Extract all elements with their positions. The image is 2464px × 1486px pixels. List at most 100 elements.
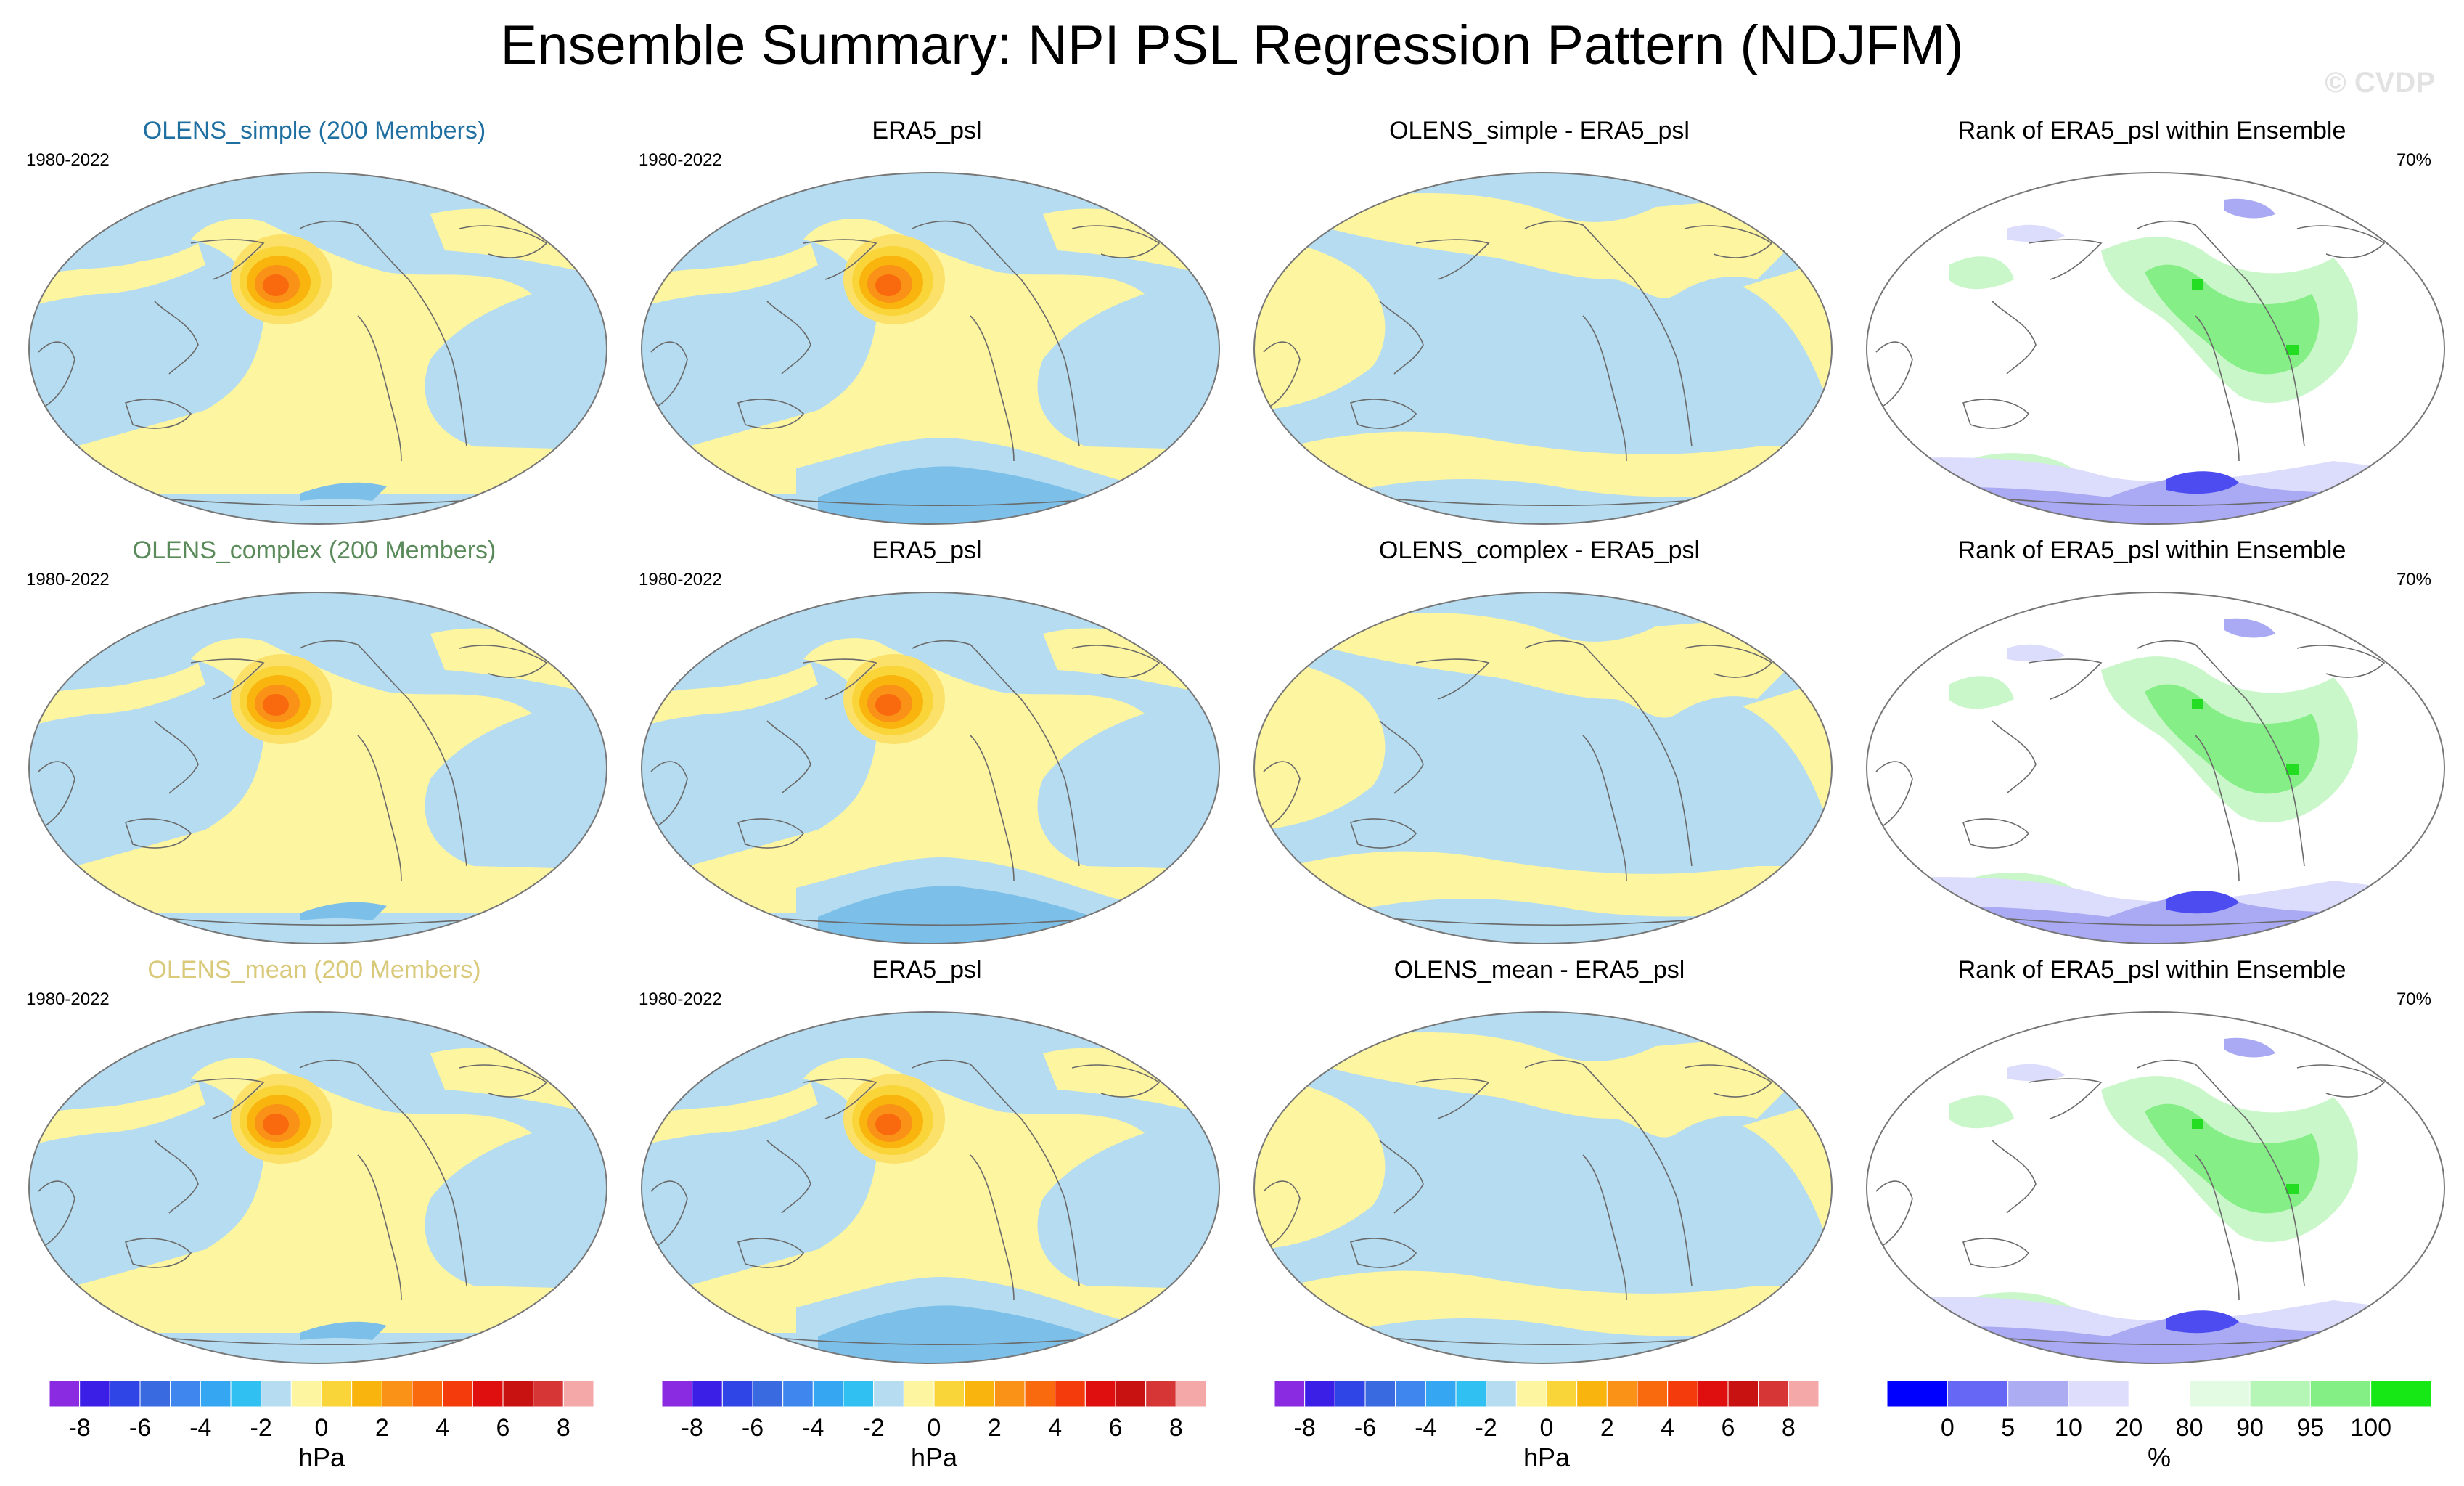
robinson-map	[641, 1011, 1220, 1364]
colorbar-tick-label: 2	[375, 1414, 389, 1442]
colorbar-swatch	[2007, 1380, 2069, 1408]
colorbar-unit: hPa	[1523, 1442, 1571, 1472]
anomaly-contour	[875, 694, 901, 716]
anomaly-contour	[263, 1114, 289, 1135]
map-panel: OLENS_simple - ERA5_psl	[1238, 116, 1841, 525]
colorbar-swatch	[721, 1380, 753, 1408]
colorbar-swatch	[562, 1380, 594, 1408]
colorbar-tick-label: 4	[1048, 1414, 1062, 1442]
map-outline	[641, 1011, 1220, 1364]
panel-title: OLENS_mean (200 Members)	[147, 956, 481, 984]
colorbar-swatch	[1304, 1380, 1335, 1408]
rank-10-20	[2007, 224, 2065, 242]
coastline	[803, 239, 877, 280]
panel-title: Rank of ERA5_psl within Ensemble	[1957, 956, 2346, 984]
negative-contour	[300, 1321, 387, 1340]
colorbar-swatch	[79, 1380, 110, 1408]
coastline	[2296, 645, 2386, 678]
percent-label: 70%	[2396, 150, 2431, 170]
coastline	[1582, 735, 1627, 881]
percent-label: 70%	[2396, 570, 2431, 589]
map-panel: ERA5_psl 1980-2022	[626, 116, 1228, 525]
coastline	[737, 818, 805, 849]
rank-10-20	[2007, 1064, 2065, 1082]
colorbar-swatch	[1084, 1380, 1116, 1408]
colorbar-tick-label: 100	[2350, 1414, 2391, 1442]
coastline	[650, 761, 688, 830]
colorbar-tick-label: 0	[1540, 1414, 1554, 1442]
colorbar-swatch	[903, 1380, 935, 1408]
colorbar-swatch	[1425, 1380, 1457, 1408]
map-panel: Rank of ERA5_psl within Ensemble 70%	[1851, 116, 2453, 525]
colorbar-tick-label: 0	[928, 1414, 941, 1442]
colorbar-swatch	[2309, 1380, 2372, 1408]
colorbar-swatch	[139, 1380, 171, 1408]
colorbar-swatch	[752, 1380, 784, 1408]
positive-field	[1743, 258, 1832, 388]
coastline	[912, 640, 1080, 867]
rank-5-10	[2224, 618, 2275, 638]
coastline	[970, 735, 1015, 881]
rank-90-95	[1949, 676, 2014, 709]
coastline	[2137, 640, 2305, 867]
colorbar-swatch	[994, 1380, 1026, 1408]
colorbar-tick-label: 4	[1661, 1414, 1674, 1442]
colorbar-swatch	[843, 1380, 875, 1408]
coastline	[766, 301, 811, 375]
positive-field	[642, 1082, 818, 1148]
coastline	[1524, 220, 1693, 447]
coastline	[190, 1078, 265, 1119]
map-panel: Rank of ERA5_psl within Ensemble 70%	[1851, 536, 2453, 944]
map-outline	[1866, 172, 2445, 525]
coastline	[154, 301, 199, 375]
rank-95-100	[2145, 684, 2320, 794]
coastline	[1379, 720, 1424, 794]
coastline	[1071, 645, 1161, 678]
colorbar-swatch	[230, 1380, 262, 1408]
coastline	[912, 1059, 1080, 1286]
colorbar-swatch	[1788, 1380, 1820, 1408]
colorbar-swatch	[1576, 1380, 1608, 1408]
map-panel: OLENS_complex (200 Members) 1980-2022	[13, 536, 615, 944]
coastline	[459, 1064, 548, 1098]
panel-title: OLENS_complex - ERA5_psl	[1378, 536, 1700, 564]
positive-field	[1329, 193, 1801, 298]
colorbar-tick-label: 6	[496, 1414, 510, 1442]
colorbar-unit: hPa	[298, 1442, 345, 1472]
rank-95-100	[2145, 1103, 2320, 1214]
coastline	[1992, 1140, 2037, 1214]
coastline	[459, 645, 548, 678]
colorbar-tick-label: 8	[1782, 1414, 1796, 1442]
coastline	[357, 735, 402, 881]
positive-field	[1329, 613, 1801, 718]
coastline	[803, 658, 877, 700]
coastline	[1962, 1238, 2030, 1268]
positive-field	[29, 638, 607, 913]
rank-90-95	[1949, 256, 2014, 290]
coastline	[2028, 239, 2103, 280]
positive-field	[1743, 1097, 1832, 1228]
colorbar: -8 -6 -4 -2 0 2 4 6 8 hPa	[1267, 1379, 1826, 1481]
colorbar-swatch	[873, 1380, 904, 1408]
colorbar-swatch	[1455, 1380, 1487, 1408]
colorbar-tick-label: -6	[129, 1414, 151, 1442]
coastline	[2137, 1059, 2305, 1286]
panel-title: OLENS_simple - ERA5_psl	[1389, 117, 1690, 144]
coastline	[1962, 399, 2030, 429]
coastline	[912, 220, 1080, 447]
colorbar-swatch	[782, 1380, 814, 1408]
coastline	[38, 761, 75, 830]
anomaly-contour	[875, 1114, 901, 1135]
rank-top	[2286, 345, 2299, 355]
robinson-map	[1866, 592, 2445, 944]
rank-10-20	[2007, 644, 2065, 662]
coastline	[1684, 225, 1773, 258]
panel-title: Rank of ERA5_psl within Ensemble	[1957, 117, 2346, 144]
coastline	[1071, 1064, 1161, 1098]
coastline	[970, 315, 1015, 462]
colorbar-tick-label: 95	[2296, 1414, 2324, 1442]
coastline	[357, 315, 402, 462]
positive-field	[29, 663, 205, 728]
robinson-map	[28, 592, 607, 944]
colorbar-swatch	[1274, 1380, 1306, 1408]
